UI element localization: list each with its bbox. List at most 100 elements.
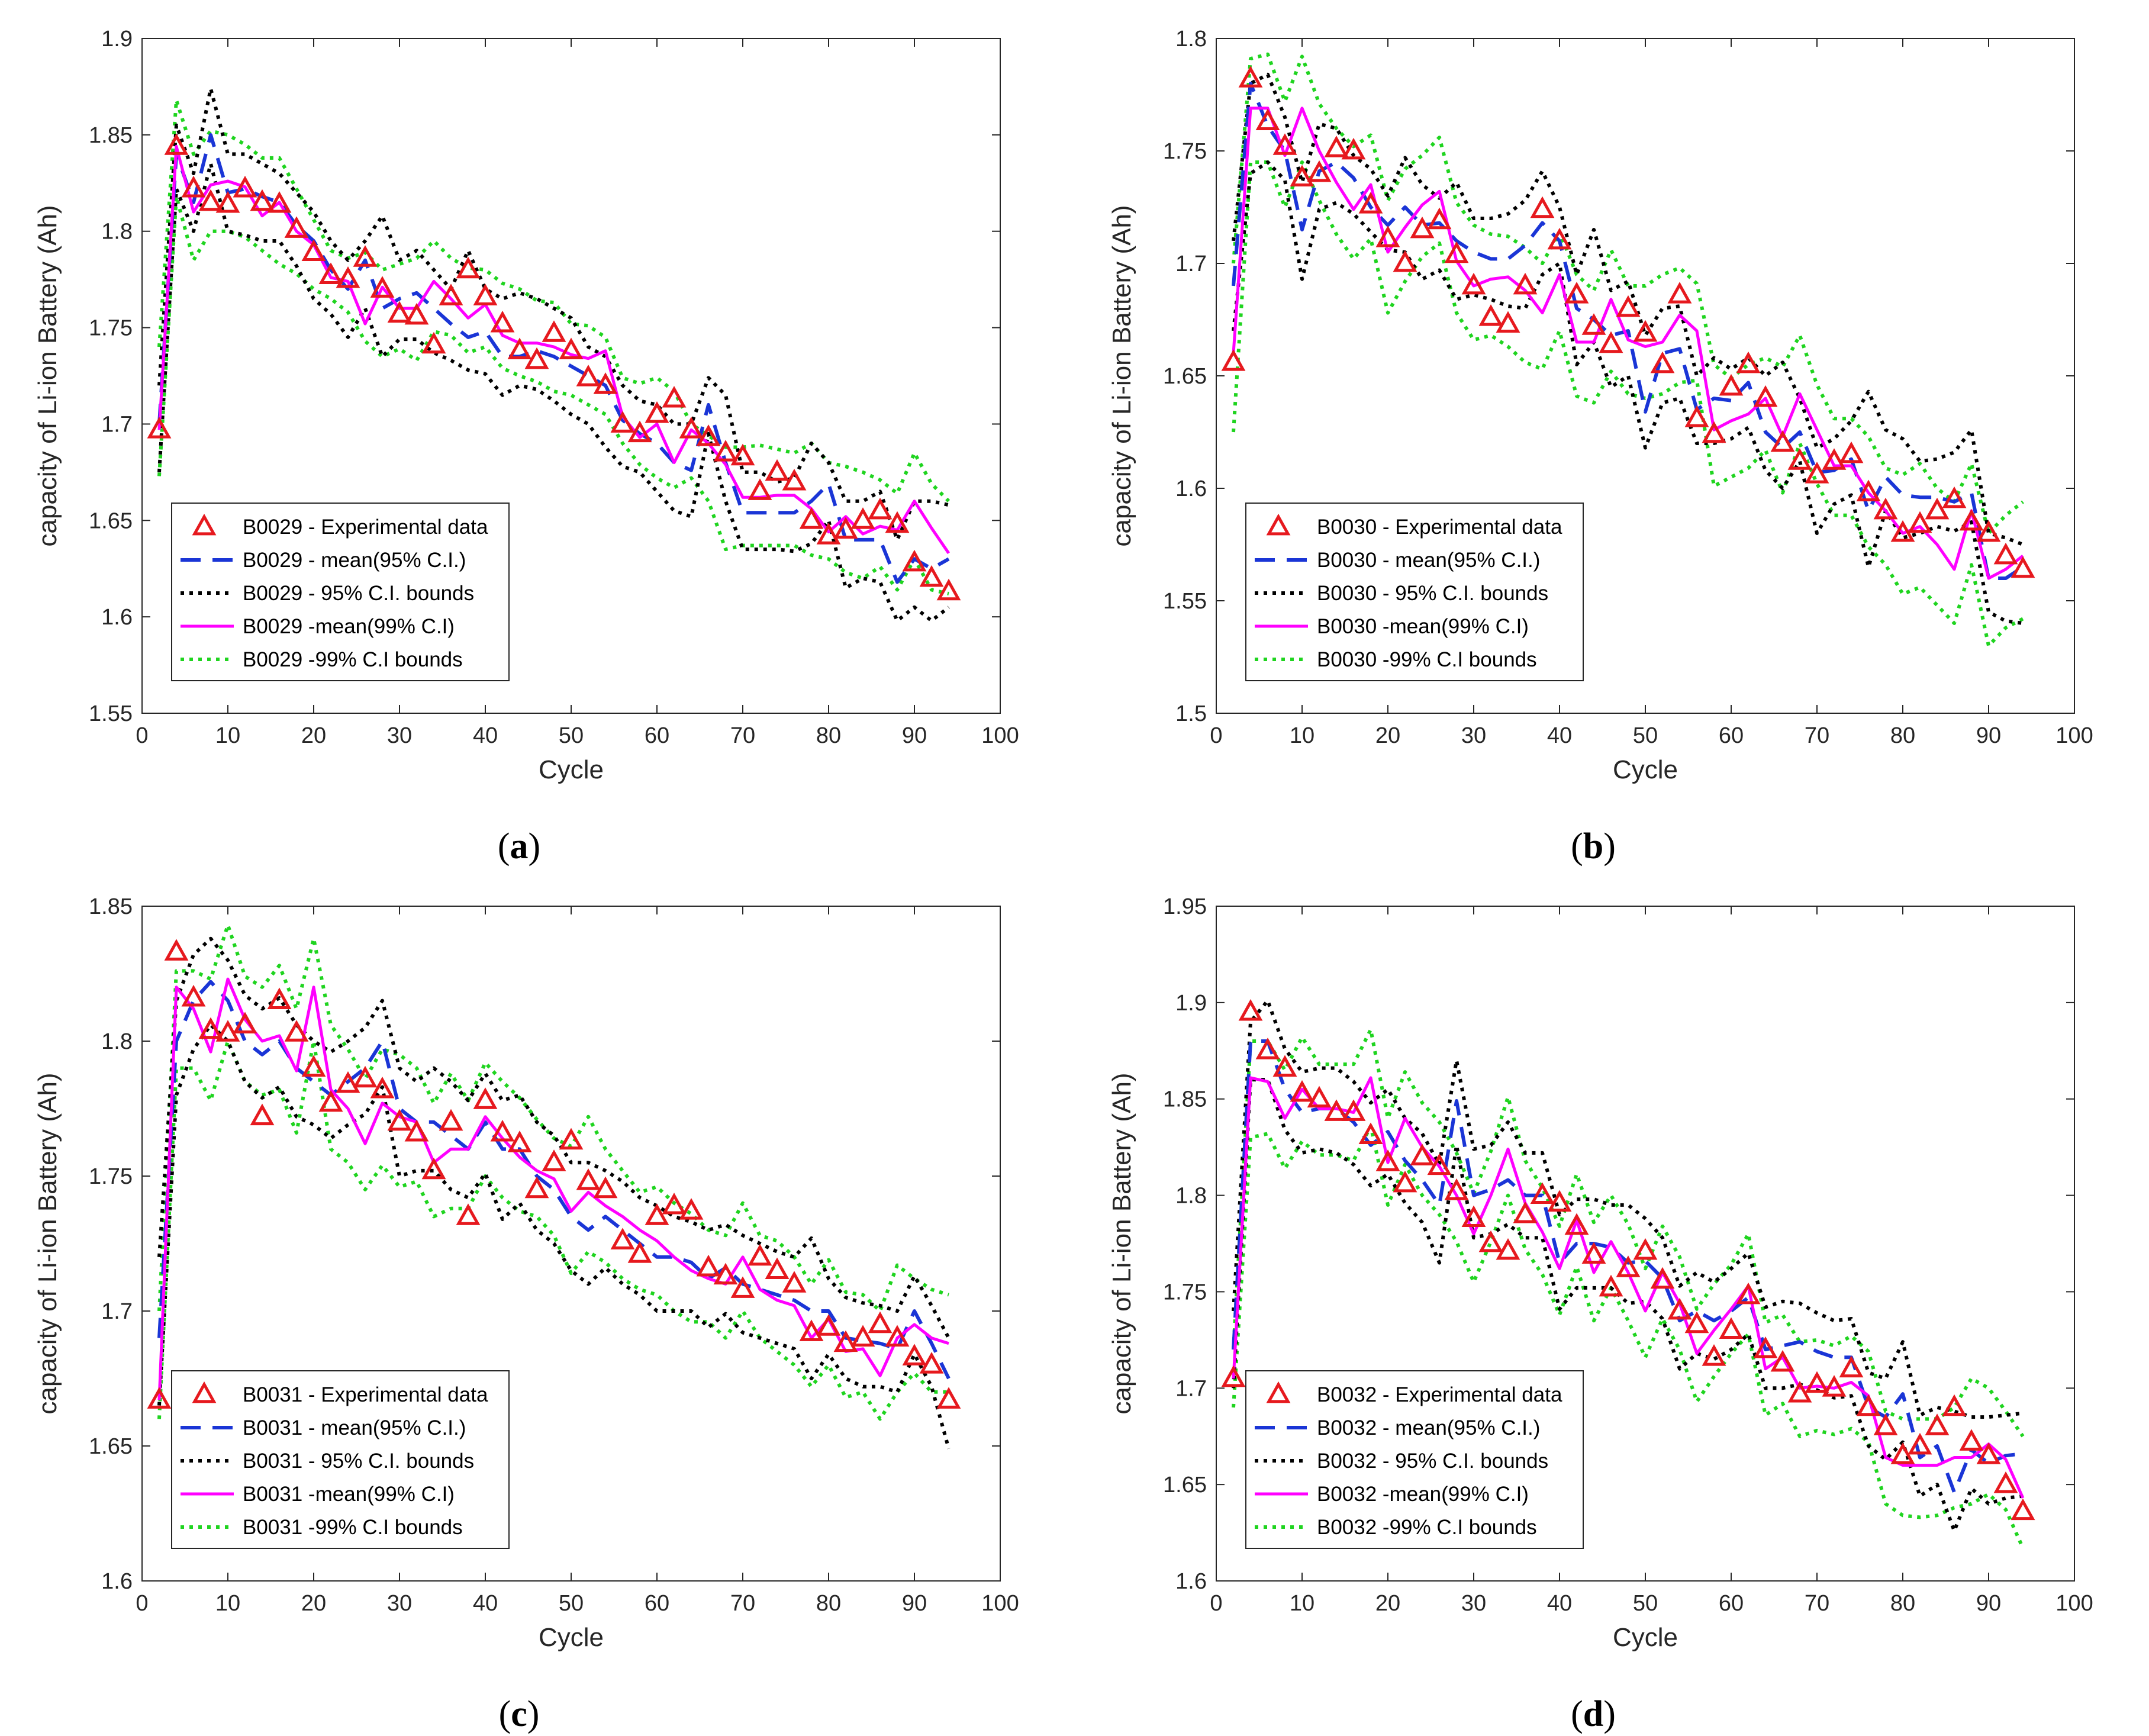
y-tick-label: 1.6 [101,1569,133,1594]
experimental-point [1444,241,1469,263]
experimental-point [387,1109,412,1131]
legend-bounds95-label: B0031 - 95% C.I. bounds [243,1450,474,1473]
x-tick-label: 100 [981,1591,1019,1616]
legend-bounds95-label: B0029 - 95% C.I. bounds [243,582,474,605]
experimental-point [902,1344,927,1365]
x-tick-label: 40 [1547,1591,1572,1616]
y-tick-label: 1.8 [1175,27,1207,51]
y-tick-label: 1.75 [89,316,133,341]
experimental-point [1307,1086,1332,1108]
x-axis-label: Cycle [1613,755,1678,784]
experimental-point [833,1330,858,1352]
x-tick-label: 30 [1461,723,1486,748]
y-tick-label: 1.8 [101,1029,133,1054]
experimental-point [1719,373,1744,396]
experimental-point [1839,1355,1864,1378]
x-tick-label: 50 [1633,1591,1658,1616]
experimental-point [215,1020,240,1042]
experimental-point [1925,497,1950,520]
experimental-point [1925,1413,1950,1435]
experimental-point [1221,1365,1246,1387]
x-tick-label: 100 [2055,723,2093,748]
y-tick-label: 1.8 [101,220,133,244]
experimental-point [1770,430,1795,452]
bounds95-upper-line [157,86,949,542]
experimental-point [1976,1442,2001,1464]
y-axis-label: capacity of Li-ion Battery (Ah) [33,1072,62,1414]
experimental-point [1496,1238,1520,1260]
experimental-point [1324,136,1349,157]
experimental-point [353,1065,378,1088]
legend: B0031 - Experimental data B0031 - mean(95… [171,1370,510,1549]
legend: B0032 - Experimental data B0032 - mean(95… [1245,1370,1584,1549]
experimental-point [1478,1230,1503,1252]
y-axis-label: capacity of Li-ion Battery (Ah) [1107,205,1136,546]
experimental-point [1461,1205,1486,1228]
experimental-point [1255,108,1280,130]
experimental-point [885,511,910,533]
experimental-point [1564,282,1589,304]
experimental-point [1736,1282,1761,1305]
legend-mean95-label: B0031 - mean(95% C.I.) [243,1416,466,1439]
experimental-point [1633,1238,1658,1260]
experimental-point [439,284,463,305]
experimental-point [559,337,584,360]
legend-mean99-label: B0032 -mean(99% C.I) [1317,1483,1529,1506]
x-tick-label: 20 [301,723,326,748]
experimental-point [301,239,326,261]
experimental-point [1581,1242,1606,1264]
experimental-point [765,1257,790,1279]
legend-marker-experimental [1266,1381,1291,1403]
experimental-point [679,417,704,439]
x-tick-label: 100 [981,723,1019,748]
x-tick-label: 10 [215,1591,240,1616]
x-tick-label: 70 [730,1591,755,1616]
x-tick-label: 40 [473,723,498,748]
legend-marker-experimental [192,1381,217,1403]
experimental-point [181,175,206,198]
experimental-point [1427,207,1452,230]
experimental-point [1890,1442,1915,1464]
mean99-line [157,144,951,555]
experimental-point [2011,556,2035,578]
y-tick-label: 1.55 [89,701,133,726]
experimental-point [696,424,721,446]
y-axis-label: capacity of Li-ion Battery (Ah) [1107,1072,1136,1414]
experimental-point [404,1119,429,1142]
y-axis-label: capacity of Li-ion Battery (Ah) [33,205,62,546]
legend-experimental-label: B0031 - Experimental data [243,1383,488,1406]
x-tick-label: 90 [902,1591,927,1616]
experimental-point [404,302,429,325]
experimental-point [1513,1202,1538,1223]
x-tick-label: 30 [387,1591,412,1616]
experimental-point [1993,542,2018,565]
legend-experimental-label: B0030 - Experimental data [1317,516,1562,539]
y-tick-label: 1.65 [1163,1473,1207,1497]
series-group [1221,999,2035,1549]
panel-letter: d [1583,1694,1603,1734]
x-tick-label: 50 [1633,723,1658,748]
experimental-point [662,1193,687,1215]
experimental-point [1581,313,1606,335]
mean95-line [1232,82,2024,580]
legend-mean99-label: B0029 -mean(99% C.I) [243,615,455,638]
experimental-point [850,507,875,529]
experimental-point [1427,1153,1452,1175]
experimental-point [456,256,481,279]
experimental-point [662,385,687,408]
experimental-point [645,1203,669,1225]
experimental-point [576,1168,601,1190]
mean95-line [157,133,950,584]
experimental-point [1873,1413,1898,1435]
legend-marker-experimental [1266,513,1291,536]
experimental-point [816,523,841,545]
x-tick-label: 20 [1375,1591,1400,1616]
experimental-point [593,1176,618,1199]
y-tick-label: 1.55 [1163,589,1207,614]
x-tick-label: 80 [816,1591,841,1616]
chart-svg: 0 10 20 30 40 50 60 70 80 90 100 1.55 1.6 1.65 1.7 1.75… [33,27,1019,867]
experimental-point [1667,1297,1692,1320]
experimental-point [919,565,944,587]
experimental-point [1221,349,1246,371]
legend-experimental-label: B0029 - Experimental data [243,516,488,539]
